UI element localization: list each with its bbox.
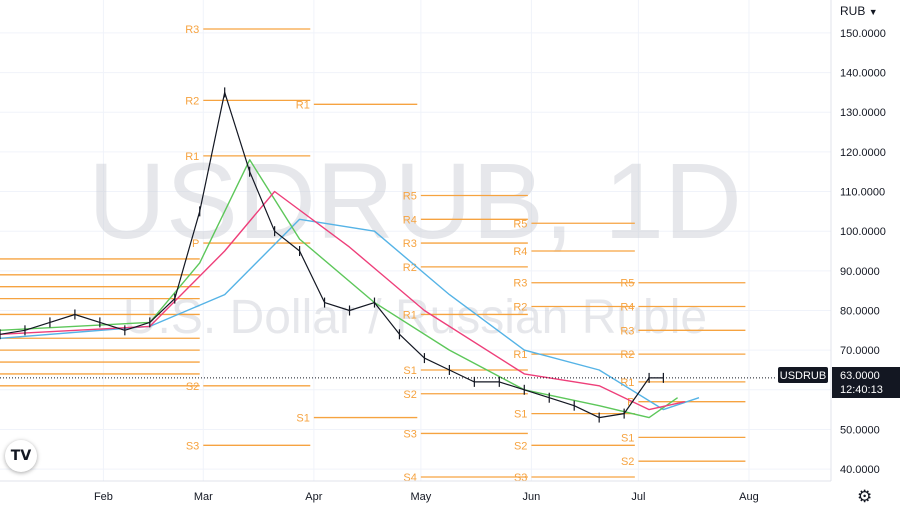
currency-label: RUB xyxy=(840,4,866,18)
y-tick-label: 70.0000 xyxy=(840,345,880,357)
pivot-label: R1 xyxy=(185,151,199,163)
y-tick-label: 90.0000 xyxy=(840,266,880,278)
chevron-down-icon: ▼ xyxy=(868,7,878,17)
pivot-label: S2 xyxy=(621,456,634,468)
pivot-label: S2 xyxy=(403,389,416,401)
pivot-label: R5 xyxy=(403,191,417,203)
price-series xyxy=(0,87,664,423)
y-tick-label: 110.0000 xyxy=(840,187,885,199)
symbol-tag-box xyxy=(778,367,828,383)
watermark-symbol: USDRUB, 1D xyxy=(88,140,742,261)
pivot-label: R3 xyxy=(620,325,634,337)
y-tick-label: 100.0000 xyxy=(840,226,886,238)
pivot-label: P xyxy=(627,397,634,409)
y-tick-label: 130.0000 xyxy=(840,107,886,119)
y-tick-label: 140.0000 xyxy=(840,68,886,80)
pivot-label: S3 xyxy=(514,472,527,484)
countdown-label: 12:40:13 xyxy=(840,384,883,396)
price-tag-box xyxy=(832,367,900,398)
pivot-label: R1 xyxy=(513,349,527,361)
pivot-label: R3 xyxy=(403,238,417,250)
logo-text: TV xyxy=(10,448,32,464)
pivot-label: S2 xyxy=(186,381,199,393)
pivot-label: R2 xyxy=(403,262,417,274)
time-axis: Feb Mar Apr May Jun Jul Aug xyxy=(94,491,759,503)
pivot-label: R1 xyxy=(296,99,310,111)
y-tick-label: 50.0000 xyxy=(840,424,880,436)
pivot-label: S1 xyxy=(621,432,634,444)
pivot-label: P xyxy=(192,238,199,250)
pivot-label: R5 xyxy=(513,218,527,230)
x-tick-label: Mar xyxy=(194,491,213,503)
series-close xyxy=(0,91,664,419)
pivot-label: R3 xyxy=(185,24,199,36)
gear-icon[interactable]: ⚙ xyxy=(857,487,873,507)
y-tick-label: 80.0000 xyxy=(840,305,880,317)
pivot-label: S3 xyxy=(403,428,416,440)
pivot-levels: R5R4R3R2R1S1S2S3S4S5R3R2R1PS2S3R1S1R5R4R… xyxy=(0,24,746,484)
pivot-label: R2 xyxy=(185,95,199,107)
pivot-label: R2 xyxy=(620,349,634,361)
x-tick-label: Feb xyxy=(94,491,113,503)
pivot-label: R1 xyxy=(403,309,417,321)
watermark-description: U.S. Dollar / Russian Ruble xyxy=(123,291,707,344)
x-tick-label: May xyxy=(410,491,431,503)
x-tick-label: Apr xyxy=(305,491,322,503)
x-tick-label: Jun xyxy=(523,491,541,503)
pivot-label: S1 xyxy=(403,365,416,377)
currency-selector[interactable]: RUB ▼ xyxy=(840,4,878,18)
series-ma-blue xyxy=(0,218,700,411)
price-tags: USDRUB 63.0000 12:40:13 xyxy=(778,367,900,398)
pivot-label: R5 xyxy=(620,278,634,290)
pivot-label: S2 xyxy=(514,440,527,452)
y-tick-label: 150.0000 xyxy=(840,28,886,40)
series-ma-pink xyxy=(0,190,685,411)
last-price-label: 63.0000 xyxy=(840,370,880,382)
pivot-label: S3 xyxy=(186,440,199,452)
pivot-label: R3 xyxy=(513,278,527,290)
price-axis-background[interactable] xyxy=(831,0,900,481)
pivot-label: R2 xyxy=(513,302,527,314)
symbol-tag: USDRUB xyxy=(780,370,826,382)
y-tick-label: 120.0000 xyxy=(840,147,886,159)
y-tick-label: 40.0000 xyxy=(840,464,880,476)
pivot-label: S1 xyxy=(514,409,527,421)
x-tick-label: Aug xyxy=(739,491,759,503)
pivot-label: R4 xyxy=(620,302,634,314)
pivot-label: R4 xyxy=(513,246,527,258)
tradingview-logo-icon[interactable]: TV xyxy=(5,440,37,472)
pivot-label: S1 xyxy=(296,413,309,425)
x-tick-label: Jul xyxy=(631,491,645,503)
pivot-label: S4 xyxy=(403,472,416,484)
chart-watermark: USDRUB, 1D U.S. Dollar / Russian Ruble xyxy=(88,140,742,344)
pivot-label: R4 xyxy=(403,214,417,226)
